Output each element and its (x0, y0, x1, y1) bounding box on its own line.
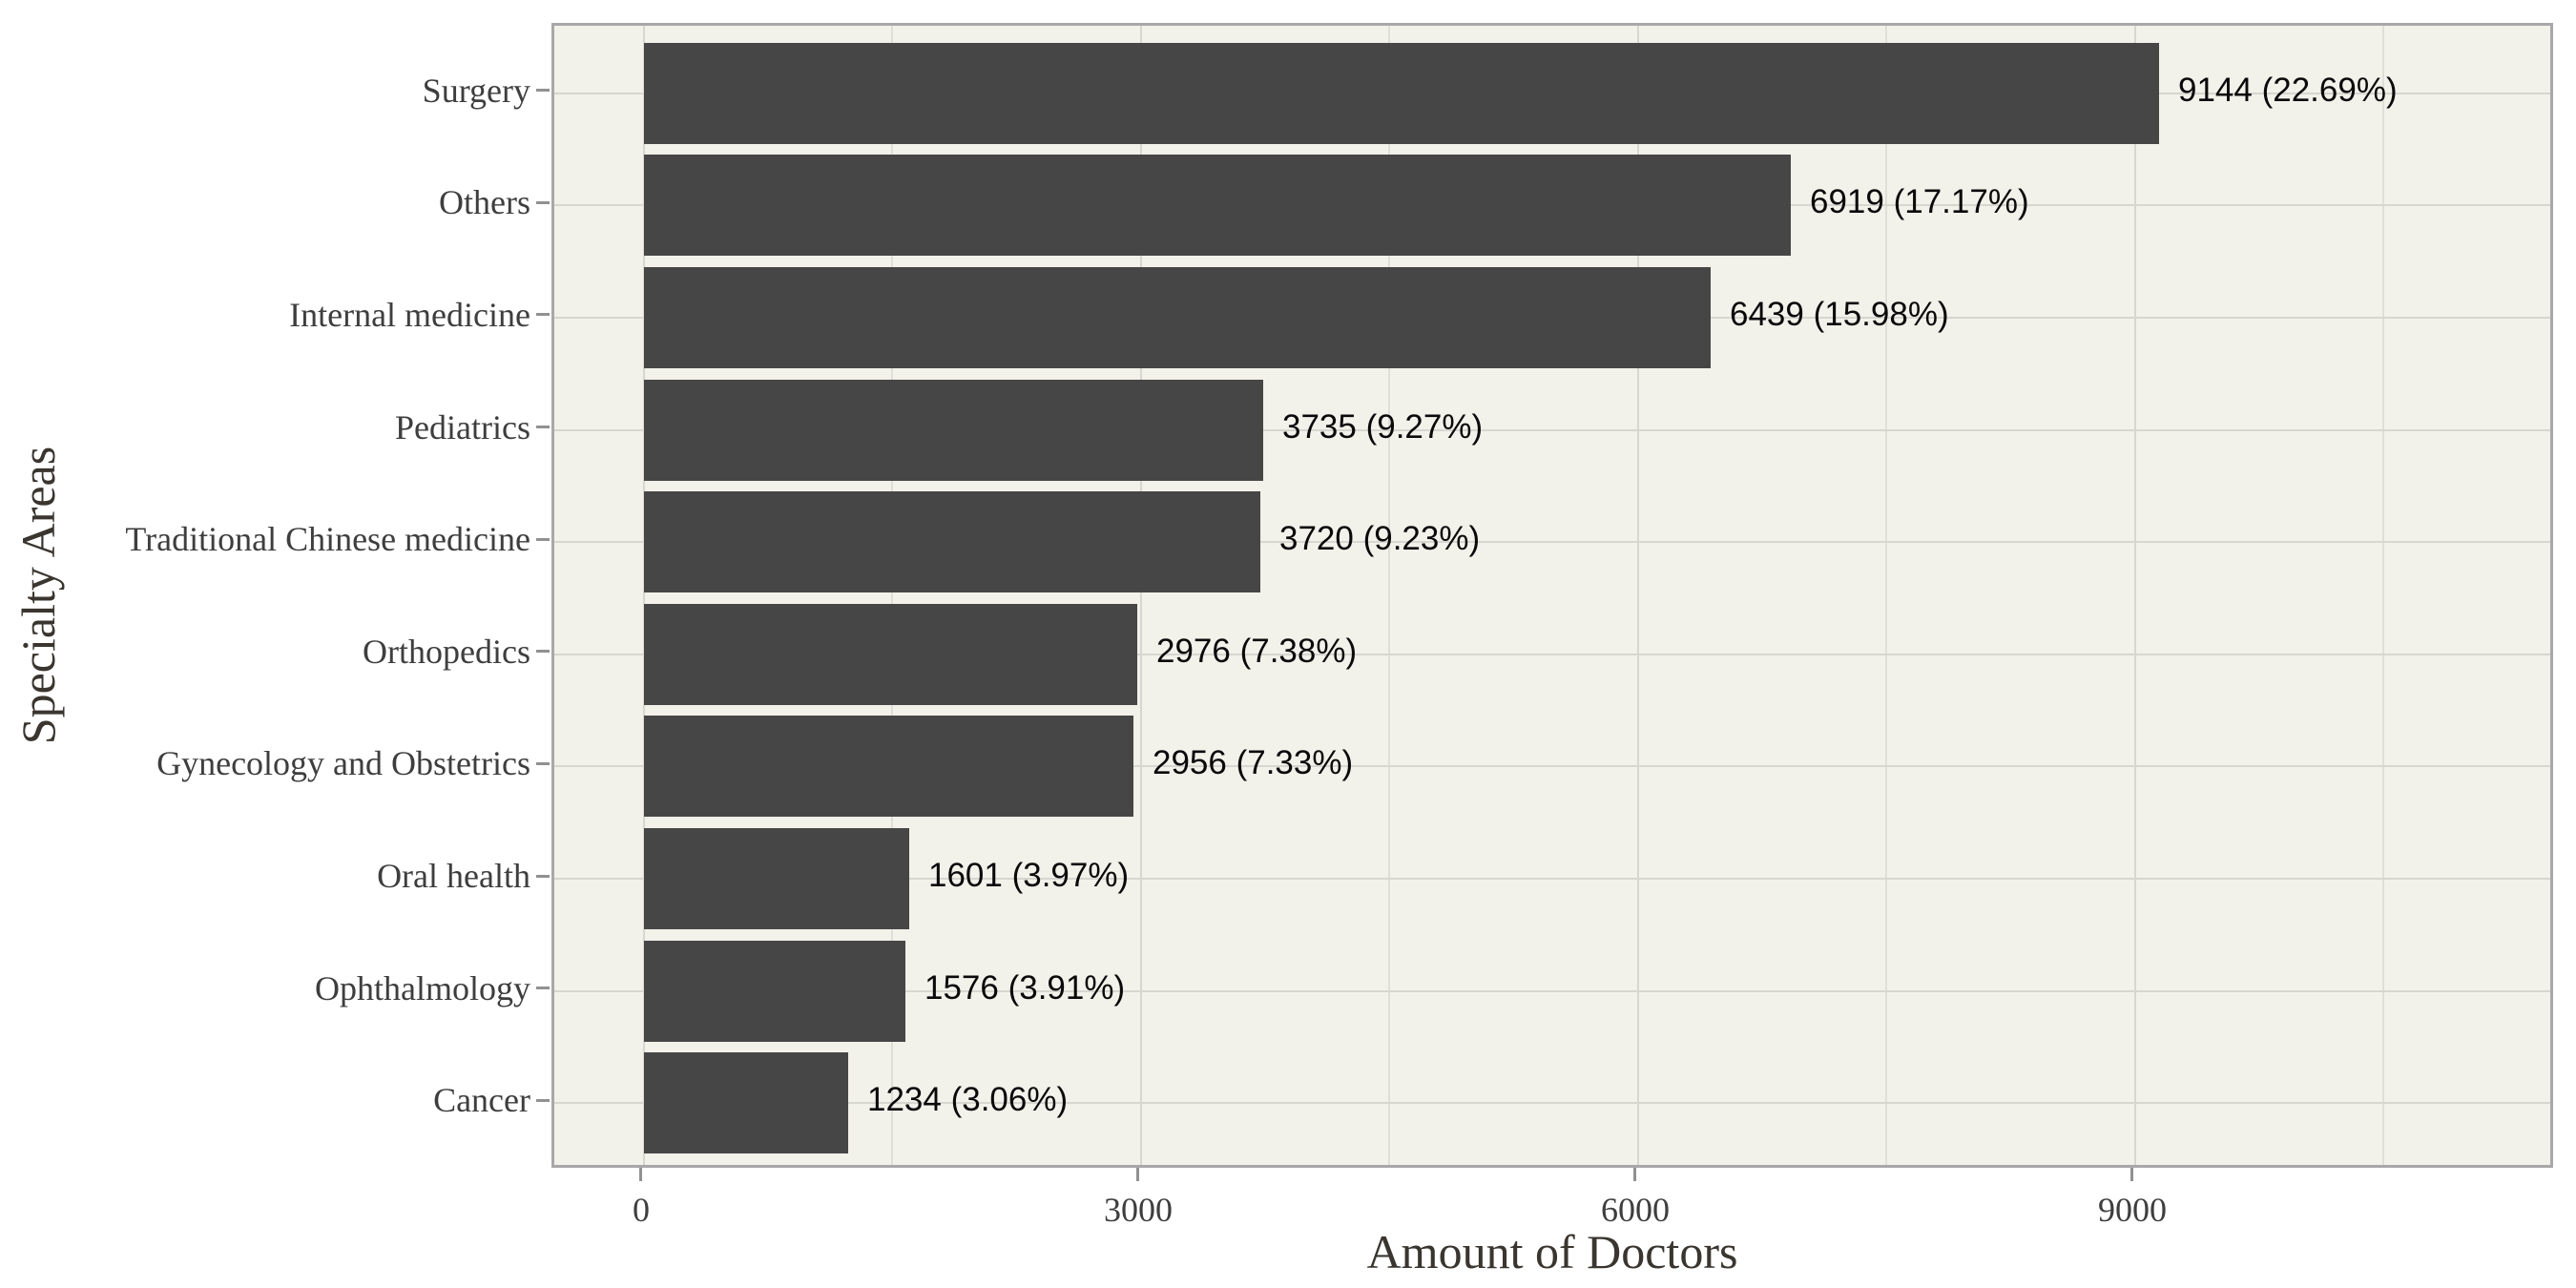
bar (643, 43, 2159, 144)
x-major-gridline (2133, 26, 2136, 1165)
x-axis-tick-label: 3000 (1104, 1191, 1173, 1229)
x-tick-mark (1136, 1168, 1139, 1181)
y-tick-mark (536, 1099, 550, 1102)
x-axis-tick-label: 9000 (2098, 1191, 2167, 1229)
y-axis-category-label: Internal medicine (289, 296, 530, 334)
bar-value-label: 1601 (3.97%) (928, 857, 1130, 894)
x-minor-gridline (1388, 26, 1391, 1165)
y-axis-category-label: Cancer (433, 1081, 530, 1119)
bar-value-label: 6919 (17.17%) (1810, 183, 2029, 220)
y-major-gridline (554, 541, 2550, 544)
y-tick-mark (536, 538, 550, 541)
gridlines-layer (554, 26, 2550, 1165)
y-tick-mark (536, 762, 550, 765)
x-major-gridline (1636, 26, 1639, 1165)
y-axis-category-label: Surgery (422, 72, 530, 110)
x-tick-mark (639, 1168, 642, 1181)
bar (643, 491, 1260, 592)
bar-value-label: 3720 (9.23%) (1279, 520, 1481, 557)
bar-value-label: 2976 (7.38%) (1156, 633, 1358, 670)
y-axis-category-label: Orthopedics (363, 633, 530, 671)
y-major-gridline (554, 765, 2550, 768)
y-tick-mark (536, 201, 550, 204)
y-major-gridline (554, 989, 2550, 992)
y-tick-mark (536, 313, 550, 316)
bar (643, 941, 905, 1042)
y-axis-category-label: Oral health (377, 857, 530, 895)
x-axis-title: Amount of Doctors (1366, 1225, 1738, 1278)
y-tick-mark (536, 987, 550, 989)
bar-value-label: 1234 (3.06%) (867, 1081, 1069, 1118)
bar-value-label: 2956 (7.33%) (1153, 744, 1354, 781)
y-axis-category-label: Gynecology and Obstetrics (156, 744, 530, 782)
y-major-gridline (554, 1102, 2550, 1105)
bar-value-label: 1576 (3.91%) (924, 969, 1126, 1007)
bar-value-label: 6439 (15.98%) (1730, 296, 1949, 333)
bar (643, 604, 1137, 705)
y-tick-mark (536, 875, 550, 878)
bars-layer (554, 26, 2550, 1165)
y-major-gridline (554, 653, 2550, 655)
y-major-gridline (554, 878, 2550, 881)
x-axis-tick-label: 0 (633, 1191, 650, 1229)
bar-value-label: 3735 (9.27%) (1282, 408, 1484, 446)
x-major-gridline (642, 26, 645, 1165)
y-tick-mark (536, 89, 550, 92)
y-axis-title: Specialty Areas (11, 446, 65, 745)
y-tick-mark (536, 426, 550, 428)
x-tick-mark (2130, 1168, 2133, 1181)
y-axis-category-label: Others (439, 183, 530, 221)
y-axis-category-label: Pediatrics (395, 408, 530, 447)
y-tick-mark (536, 650, 550, 653)
bar (643, 716, 1133, 817)
x-minor-gridline (891, 26, 894, 1165)
x-minor-gridline (2382, 26, 2385, 1165)
x-minor-gridline (1885, 26, 1888, 1165)
bar (643, 155, 1791, 256)
x-tick-mark (1633, 1168, 1636, 1181)
y-axis-category-label: Ophthalmology (315, 969, 530, 1008)
bar (643, 1052, 848, 1153)
bar (643, 267, 1711, 368)
bar (643, 380, 1263, 481)
bar (643, 828, 909, 929)
bar-value-label: 9144 (22.69%) (2178, 72, 2398, 109)
x-major-gridline (1139, 26, 1142, 1165)
y-axis-category-label: Traditional Chinese medicine (125, 520, 530, 558)
plot-panel (551, 23, 2553, 1168)
y-major-gridline (554, 428, 2550, 431)
x-axis-tick-label: 6000 (1601, 1191, 1670, 1229)
